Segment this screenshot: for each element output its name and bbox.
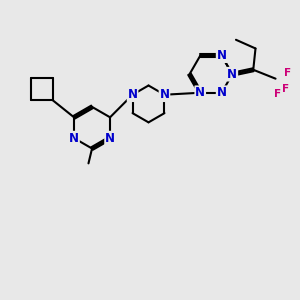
Text: N: N: [195, 86, 205, 99]
Text: F: F: [282, 84, 290, 94]
Text: N: N: [105, 132, 115, 145]
Text: N: N: [217, 86, 226, 99]
Text: N: N: [128, 88, 138, 101]
Text: N: N: [69, 132, 79, 145]
Text: N: N: [160, 88, 170, 101]
Text: N: N: [217, 49, 226, 62]
Text: N: N: [227, 68, 237, 81]
Text: F: F: [284, 68, 292, 78]
Text: F: F: [274, 89, 281, 99]
